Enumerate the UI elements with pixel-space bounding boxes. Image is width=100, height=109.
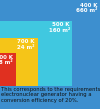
Text: 500 K
160 m²: 500 K 160 m²: [49, 22, 70, 33]
Text: This corresponds to the requirements of a 250 MWe space
electronuclear generator: This corresponds to the requirements of …: [1, 87, 100, 103]
Text: 1 000 K
1.8 m²: 1 000 K 1.8 m²: [0, 55, 13, 66]
Bar: [0, 53, 16, 86]
Bar: [0, 38, 38, 86]
Bar: [0, 20, 72, 86]
Text: 400 K
660 m²: 400 K 660 m²: [76, 3, 97, 13]
Bar: [0, 0, 100, 86]
Text: 700 K
24 m²: 700 K 24 m²: [18, 39, 35, 50]
